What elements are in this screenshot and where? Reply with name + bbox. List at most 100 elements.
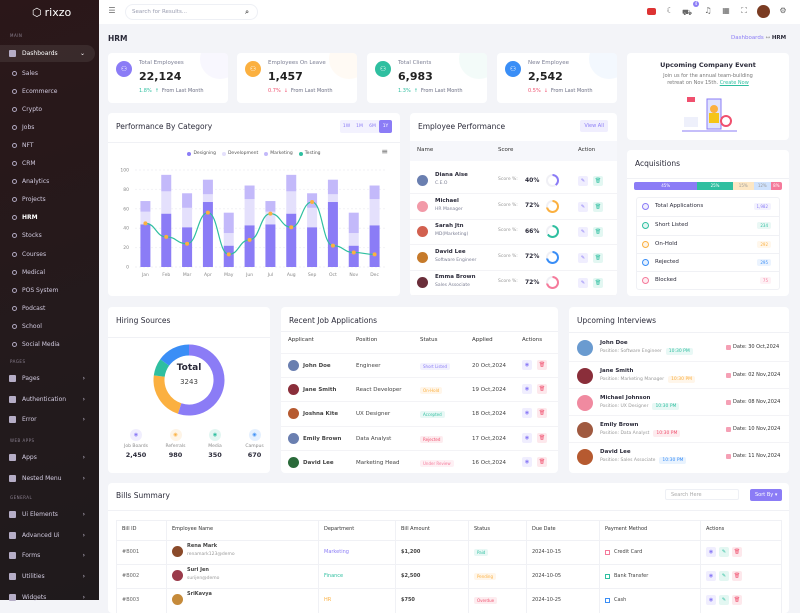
view-button[interactable]: ◉ [522,456,532,467]
view-button[interactable]: ◉ [522,408,532,419]
breadcrumb-link[interactable]: Dashboards [731,35,764,41]
acquisition-item[interactable]: Rejected 295 [637,252,779,271]
sidebar-item-nested-menu[interactable]: Nested Menu › [0,470,95,487]
sidebar-item-crypto[interactable]: Crypto [0,101,95,118]
sidebar-item-authentication[interactable]: Authentication › [0,391,95,408]
sidebar-item-dashboards[interactable]: Dashboards ⌄ [0,45,95,62]
sidebar-item-nft[interactable]: NFT [0,137,95,154]
interview-item[interactable]: Jane Smith Position: Marketing Manager 10:… [569,361,789,388]
delete-button[interactable]: 🗑 [732,595,742,605]
legend-item[interactable]: Testing [298,151,321,156]
apps-grid-icon[interactable]: ▦ [722,6,730,15]
chart-menu-icon[interactable]: ≡ [381,147,388,156]
view-button[interactable]: ◉ [522,360,532,370]
edit-button[interactable]: ✎ [578,227,588,237]
view-button[interactable]: ◉ [706,547,716,557]
gear-icon[interactable]: ⚙ [779,6,787,15]
cart-icon[interactable]: ⛟ [682,8,692,17]
bell-icon[interactable]: ♫ [704,6,712,15]
interview-item[interactable]: David Lee Position: Sales Associate 10:30 … [569,442,789,469]
status-badge: Pending [474,573,496,580]
interview-item[interactable]: Emily Brown Position: Data Analyst 10:30 P… [569,415,789,442]
employee-email: surijen@demo [187,576,220,581]
delete-button[interactable]: 🗑 [732,547,742,557]
acquisition-count: 234 [757,222,771,230]
acquisition-item[interactable]: Total Applications 1,982 [637,198,779,216]
sidebar-item-forms[interactable]: Forms › [0,547,95,564]
view-button[interactable]: ◉ [706,595,716,605]
sidebar-item-ui-elements[interactable]: Ui Elements › [0,506,95,523]
range-1M[interactable]: 1M [356,124,363,129]
delete-button[interactable]: 🗑 [537,408,547,419]
delete-button[interactable]: 🗑 [537,360,547,370]
range-1W[interactable]: 1W [342,124,351,129]
sidebar-item-error[interactable]: Error › [0,411,95,428]
search-input[interactable]: Search for Results... ⌕ [125,4,258,20]
avatar [288,432,299,444]
delete-button[interactable]: 🗑 [593,252,603,263]
view-button[interactable]: ◉ [522,384,532,395]
edit-button[interactable]: ✎ [578,201,588,212]
sort-by-dropdown[interactable]: Sort By ▾ [750,489,783,501]
sidebar-item-ecommerce[interactable]: Ecommerce [0,83,95,100]
delete-button[interactable]: 🗑 [537,384,547,395]
sidebar-item-jobs[interactable]: Jobs [0,119,95,136]
delete-button[interactable]: 🗑 [593,278,603,288]
flag-us-icon[interactable] [647,8,656,15]
edit-button[interactable]: ✎ [719,547,729,557]
moon-icon[interactable]: ☾ [666,6,674,15]
edit-button[interactable]: ✎ [578,176,588,186]
delete-button[interactable]: 🗑 [593,227,603,237]
menu-toggle-icon[interactable]: ☰ [108,6,116,15]
sidebar-item-crm[interactable]: CRM [0,155,95,172]
sidebar-item-medical[interactable]: Medical [0,264,95,281]
interview-item[interactable]: John Doe Position: Software Engineer 10:30… [569,334,789,361]
edit-button[interactable]: ✎ [578,252,588,263]
chevron-down-icon: ⌄ [79,50,85,57]
sidebar-item-label: Forms [22,552,41,560]
legend-item[interactable]: Development [221,151,258,156]
sidebar-item-label: Utilities [22,573,45,581]
view-button[interactable]: ◉ [706,571,716,581]
fullscreen-icon[interactable]: ⛶ [741,6,747,15]
acquisition-item[interactable]: Blocked 75 [637,271,779,289]
logo[interactable]: ⬡ rixzo [32,6,72,19]
avatar[interactable] [757,5,770,18]
interview-item[interactable]: Michael Johnson Position: UX Designer 10:3… [569,388,789,415]
acquisition-item[interactable]: Short Listed 234 [637,216,779,234]
interview-position: Position: Marketing Manager 10:30 PM [600,376,696,384]
sidebar-item-advanced-ui[interactable]: Advanced Ui › [0,527,95,544]
delete-button[interactable]: 🗑 [537,456,547,467]
edit-button[interactable]: ✎ [719,595,729,605]
bills-search-input[interactable]: Search Here [665,489,739,500]
sidebar-item-school[interactable]: School [0,318,95,335]
delete-button[interactable]: 🗑 [593,201,603,212]
legend-item[interactable]: Designing [187,151,216,156]
sidebar-item-courses[interactable]: Courses [0,246,95,263]
acquisition-item[interactable]: On-Hold 292 [637,234,779,253]
sidebar-item-widgets[interactable]: Widgets › [0,589,95,606]
sidebar-item-pos-system[interactable]: POS System [0,282,95,299]
sidebar-item-social-media[interactable]: Social Media [0,336,95,353]
edit-button[interactable]: ✎ [578,278,588,288]
sidebar-item-analytics[interactable]: Analytics [0,173,95,190]
sidebar-item-apps[interactable]: Apps › [0,449,95,466]
delete-button[interactable]: 🗑 [732,571,742,581]
range-6M[interactable]: 6M [369,124,376,129]
sidebar-item-projects[interactable]: Projects [0,191,95,208]
sidebar-item-hrm[interactable]: HRM [0,209,95,226]
column-header: Applicant [288,337,314,343]
sidebar-item-utilities[interactable]: Utilities › [0,568,95,585]
view-all-button[interactable]: View All [580,120,608,132]
sidebar-item-sales[interactable]: Sales [0,65,95,82]
sidebar-item-stocks[interactable]: Stocks [0,227,95,244]
view-button[interactable]: ◉ [522,432,532,443]
sidebar-item-podcast[interactable]: Podcast [0,300,95,317]
range-1Y[interactable]: 1Y [379,120,392,133]
delete-button[interactable]: 🗑 [593,176,603,186]
legend-item[interactable]: Marketing [264,151,293,156]
delete-button[interactable]: 🗑 [537,432,547,443]
create-now-link[interactable]: Create Now [719,80,749,86]
sidebar-item-pages[interactable]: Pages › [0,370,95,387]
edit-button[interactable]: ✎ [719,571,729,581]
